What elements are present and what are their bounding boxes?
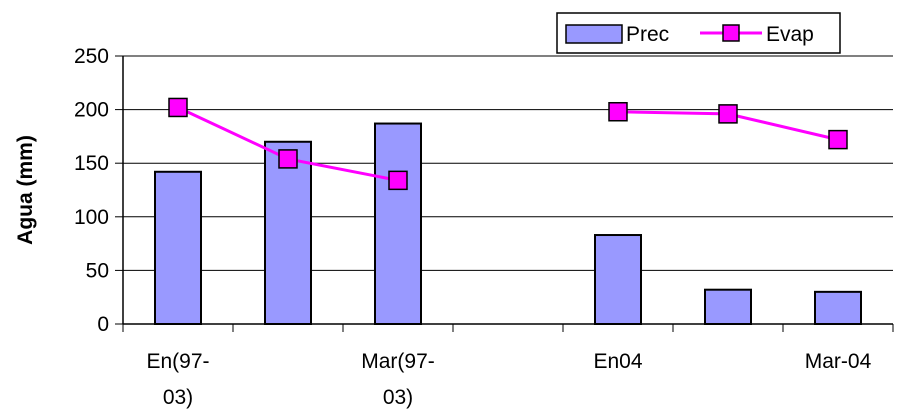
- axes: [122, 56, 894, 332]
- prec-bar: [814, 290, 862, 325]
- y-tick-label: 0: [97, 313, 109, 336]
- legend-frame: [556, 12, 841, 54]
- prec-bar: [374, 122, 422, 326]
- gridlines: [115, 55, 893, 325]
- evap-point: [718, 104, 738, 124]
- y-tick-label: 50: [86, 259, 109, 282]
- evap-point: [278, 149, 298, 169]
- legend: Prec Evap: [556, 12, 841, 54]
- y-tick-label: 100: [74, 206, 109, 229]
- prec-bars: [154, 122, 862, 326]
- y-tick-label: 200: [74, 99, 109, 122]
- y-axis-title: Agua (mm): [14, 135, 37, 245]
- evap-line: [168, 97, 848, 191]
- legend-evap-marker: [722, 24, 740, 42]
- x-tick-label: En(97-03): [146, 350, 209, 409]
- legend-prec-swatch: [565, 24, 623, 44]
- legend-prec-label: Prec: [626, 23, 669, 46]
- x-tick-label: Mar(97-03): [361, 350, 435, 409]
- legend-evap-label: Evap: [766, 23, 814, 46]
- prec-bar: [154, 170, 202, 325]
- evap-point: [828, 129, 848, 150]
- x-tick-label: Mar-04: [805, 350, 872, 373]
- prec-bar: [594, 234, 642, 325]
- evap-point: [608, 101, 628, 122]
- x-tick-label: En04: [593, 350, 642, 373]
- evap-point: [168, 97, 188, 118]
- y-tick-label: 250: [74, 45, 109, 68]
- evap-point: [388, 170, 408, 191]
- y-tick-label: 150: [74, 152, 109, 175]
- prec-bar: [264, 140, 312, 325]
- y-tick-labels: 0 50 100 150 200 250: [74, 45, 109, 336]
- prec-bar: [704, 288, 752, 326]
- x-tick-labels: En(97-03) Mar(97-03) En04 Mar-04: [146, 350, 871, 409]
